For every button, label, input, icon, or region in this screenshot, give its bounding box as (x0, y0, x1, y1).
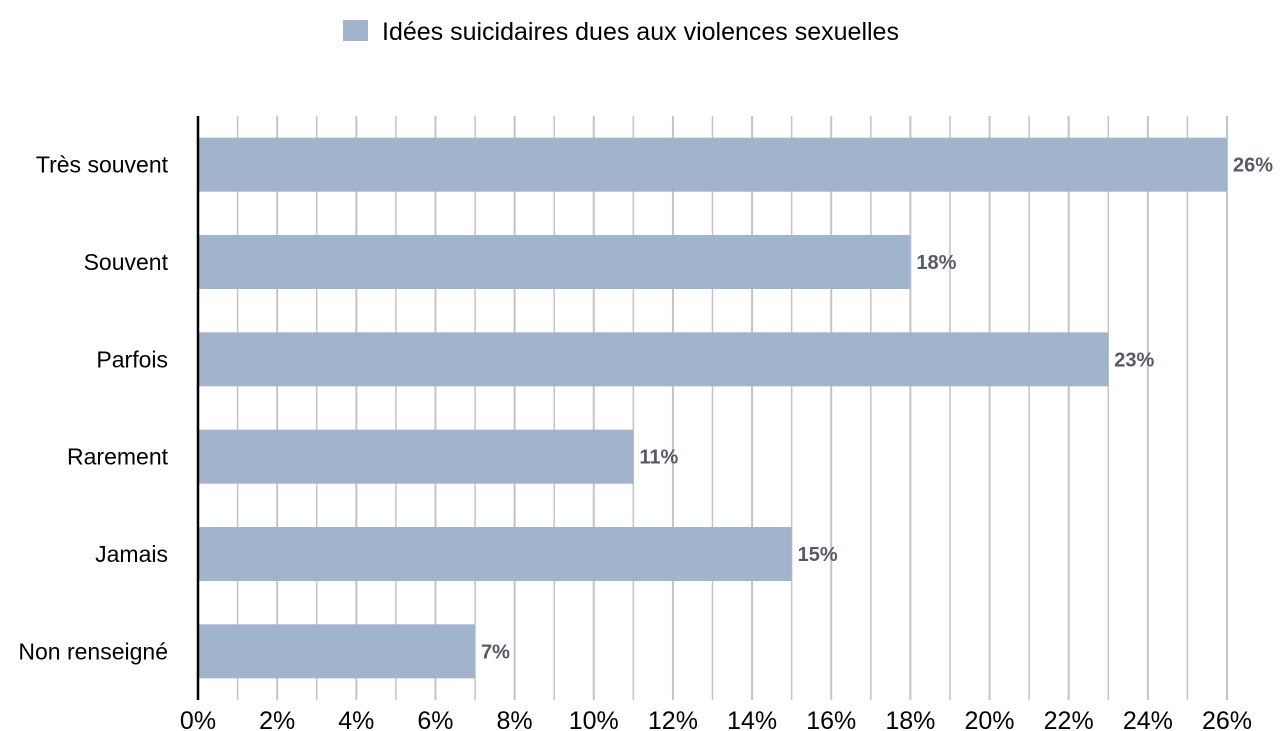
legend: Idées suicidaires dues aux violences sex… (343, 18, 899, 46)
category-label: Rarement (67, 444, 169, 470)
x-tick-label: 18% (885, 707, 935, 731)
bar (198, 332, 1109, 387)
category-label: Souvent (84, 249, 169, 275)
category-label: Parfois (96, 346, 168, 372)
x-tick-label: 10% (569, 707, 619, 731)
bar (198, 429, 634, 484)
x-tick-label: 20% (965, 707, 1015, 731)
x-tick-label: 2% (259, 707, 295, 731)
data-label: 7% (481, 641, 510, 663)
bar (198, 624, 476, 679)
labels: Très souvent 26% Souvent 18% Parfois 23% Rarem… (18, 152, 1273, 731)
category-label: Jamais (95, 541, 168, 567)
data-label: 18% (916, 252, 956, 274)
data-label: 23% (1114, 349, 1154, 371)
x-tick-label: 26% (1202, 707, 1252, 731)
x-tick-label: 8% (497, 707, 533, 731)
data-label: 15% (798, 544, 838, 566)
bar (198, 527, 792, 581)
category-label: Non renseigné (18, 638, 168, 664)
x-tick-label: 4% (338, 707, 374, 731)
legend-swatch (343, 20, 368, 41)
bars (198, 137, 1227, 679)
data-label: 26% (1233, 155, 1273, 177)
gridlines (236, 116, 1228, 700)
bar (198, 137, 1227, 192)
x-tick-label: 16% (806, 707, 856, 731)
x-tick-label: 12% (648, 707, 698, 731)
legend-label: Idées suicidaires dues aux violences sex… (382, 18, 899, 46)
x-tick-label: 24% (1123, 707, 1173, 731)
x-tick-label: 14% (727, 707, 777, 731)
x-tick-label: 6% (417, 707, 453, 731)
category-label: Très souvent (36, 152, 169, 178)
x-tick-label: 0% (180, 707, 216, 731)
data-label: 11% (639, 447, 678, 469)
bar (198, 235, 911, 289)
x-tick-label: 22% (1044, 707, 1094, 731)
